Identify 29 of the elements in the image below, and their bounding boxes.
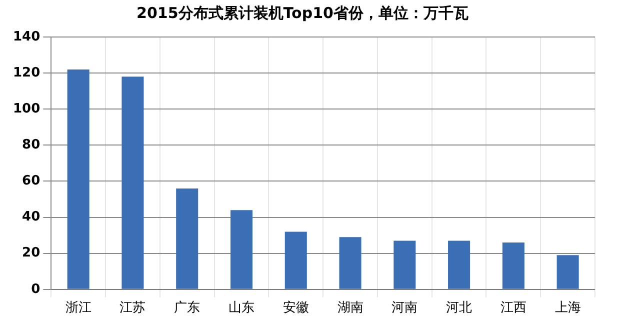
y-tick-label: 40 bbox=[22, 210, 40, 225]
x-tick-label: 江苏 bbox=[120, 300, 146, 316]
bar bbox=[448, 240, 470, 289]
x-tick-label: 安徽 bbox=[282, 300, 309, 316]
y-tick-label: 140 bbox=[12, 29, 40, 44]
y-tick-label: 20 bbox=[22, 246, 40, 261]
y-tick-label: 60 bbox=[22, 174, 40, 189]
bar bbox=[176, 188, 198, 289]
y-tick-label: 100 bbox=[12, 101, 40, 116]
x-tick-label: 浙江 bbox=[65, 300, 92, 316]
y-tick-label: 80 bbox=[22, 138, 40, 153]
chart-title: 2015分布式累计装机Top10省份，单位：万千瓦 bbox=[136, 4, 468, 22]
y-tick-label: 120 bbox=[12, 65, 40, 80]
bar bbox=[284, 232, 307, 289]
bar bbox=[394, 240, 416, 289]
bar bbox=[502, 242, 524, 289]
bar bbox=[230, 210, 252, 289]
x-tick-label: 山东 bbox=[228, 300, 254, 316]
bar bbox=[339, 237, 362, 289]
x-tick-label: 河北 bbox=[446, 300, 472, 316]
x-tick-label: 湖南 bbox=[337, 300, 364, 316]
x-tick-label: 河南 bbox=[392, 300, 418, 316]
bar bbox=[556, 255, 579, 289]
bar bbox=[122, 76, 144, 289]
bar bbox=[67, 69, 90, 289]
y-tick-label: 0 bbox=[31, 282, 40, 297]
x-tick-label: 广东 bbox=[174, 300, 200, 316]
x-tick-label: 上海 bbox=[554, 300, 581, 316]
x-tick-label: 江西 bbox=[500, 300, 526, 316]
